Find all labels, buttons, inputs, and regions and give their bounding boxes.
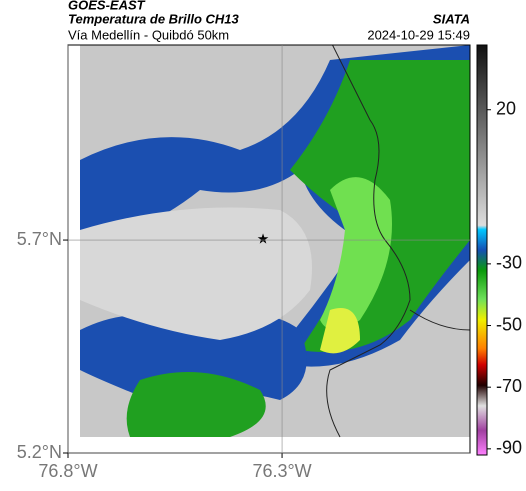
datetime: 2024-10-29 15:49 <box>367 27 470 42</box>
product: GOES-EAST <box>68 0 146 12</box>
colorbar-tick-label: -70 <box>496 376 522 396</box>
colorbar-tick-label: -90 <box>496 438 522 458</box>
colorbar-tick-label: -50 <box>496 314 522 334</box>
x-tick-label: 76.8°W <box>38 461 97 481</box>
y-tick-label: 5.7°N <box>17 229 62 249</box>
subtitle: Vía Medellín - Quibdó 50km <box>68 27 229 42</box>
y-tick-label: 5.2°N <box>17 442 62 462</box>
svg-text:★: ★ <box>257 231 270 247</box>
title: Temperatura de Brillo CH13 <box>68 11 240 26</box>
source: SIATA <box>433 11 470 26</box>
x-tick-label: 76.3°W <box>252 461 311 481</box>
satellite-image: ★ <box>68 45 470 453</box>
colorbar <box>476 44 488 456</box>
colorbar-tick-label: -30 <box>496 253 522 273</box>
colorbar-tick-label: 20 <box>496 98 516 118</box>
